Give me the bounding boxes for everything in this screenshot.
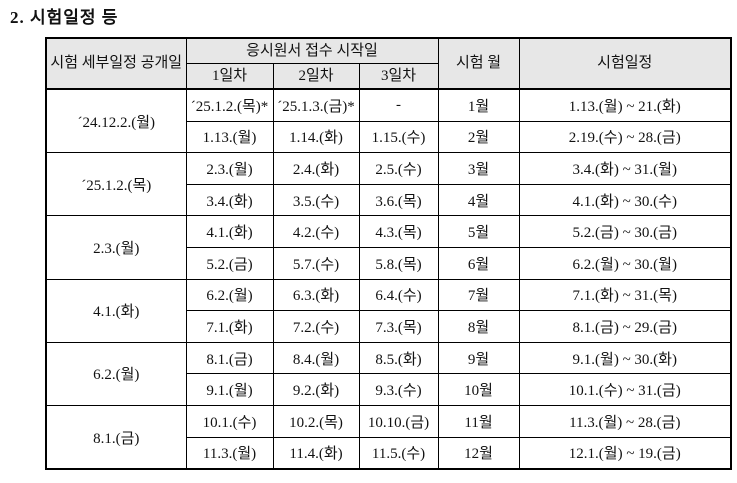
table-row: 3.4.(화) 3.5.(수) 3.6.(목) 4월 4.1.(화) ~ 30.… [46, 183, 732, 217]
header-application-start: 응시원서 접수 시작일 [185, 37, 439, 64]
cell-schedule: 1.13.(월) ~ 21.(화) [518, 88, 732, 122]
table-body: ´24.12.2.(월) ´25.1.2.(목)* ´25.1.3.(금)* -… [45, 88, 732, 470]
header-day1: 1일차 [185, 63, 274, 90]
cell-day2: ´25.1.3.(금)* [272, 88, 360, 122]
cell-day1: 11.3.(월) [185, 436, 274, 470]
cell-schedule: 6.2.(월) ~ 30.(월) [518, 246, 732, 280]
table-row: 11.3.(월) 11.4.(화) 11.5.(수) 12월 12.1.(월) … [46, 436, 732, 470]
table-row: 9.1.(월) 9.2.(화) 9.3.(수) 10월 10.1.(수) ~ 3… [46, 373, 732, 406]
cell-schedule: 9.1.(월) ~ 30.(화) [518, 341, 732, 375]
cell-release-date: 6.2.(월) [45, 341, 187, 406]
cell-day1: 1.13.(월) [185, 120, 274, 154]
table-row: ´24.12.2.(월) ´25.1.2.(목)* ´25.1.3.(금)* -… [45, 88, 732, 154]
header-exam-month: 시험 월 [437, 37, 520, 90]
cell-day1: 7.1.(화) [185, 310, 274, 343]
cell-day2: 1.14.(화) [272, 120, 360, 154]
cell-day1: 2.3.(월) [185, 152, 274, 185]
cell-day1: 8.1.(금) [185, 341, 274, 375]
table-row: ´25.1.2.(목) 2.3.(월) 2.4.(화) 2.5.(수) 3월 3… [45, 152, 732, 217]
cell-day2: 11.4.(화) [272, 436, 360, 470]
cell-day1: ´25.1.2.(목)* [185, 88, 274, 122]
cell-month: 5월 [437, 215, 520, 248]
table-row: 1.13.(월) 1.14.(화) 1.15.(수) 2월 2.19.(수) ~… [46, 120, 732, 154]
cell-month: 1월 [437, 88, 520, 122]
cell-day1: 3.4.(화) [185, 183, 274, 217]
table-row: 4.1.(화) 6.2.(월) 6.3.(화) 6.4.(수) 7월 7.1.(… [45, 278, 732, 343]
table-row: 6.2.(월) 8.1.(금) 8.4.(월) 8.5.(화) 9월 9.1.(… [45, 341, 732, 406]
cell-release-date: 4.1.(화) [45, 278, 187, 343]
cell-day1: 10.1.(수) [185, 404, 274, 438]
cell-month: 12월 [437, 436, 520, 470]
cell-day2: 10.2.(목) [272, 404, 360, 438]
cell-day3: 4.3.(목) [358, 215, 439, 248]
cell-month: 8월 [437, 310, 520, 343]
cell-schedule: 12.1.(월) ~ 19.(금) [518, 436, 732, 470]
cell-month: 7월 [437, 278, 520, 312]
cell-month: 10월 [437, 373, 520, 406]
cell-day3: 6.4.(수) [358, 278, 439, 312]
exam-schedule-table: 시험 세부일정 공개일 응시원서 접수 시작일 시험 월 시험일정 1일차 2일… [45, 37, 733, 471]
cell-month: 3월 [437, 152, 520, 185]
cell-schedule: 11.3.(월) ~ 28.(금) [518, 404, 732, 438]
cell-day3: 3.6.(목) [358, 183, 439, 217]
cell-month: 2월 [437, 120, 520, 154]
cell-day3: 1.15.(수) [358, 120, 439, 154]
cell-release-date: ´24.12.2.(월) [45, 88, 187, 154]
table-row: 2.3.(월) 4.1.(화) 4.2.(수) 4.3.(목) 5월 5.2.(… [45, 215, 732, 280]
cell-month: 6월 [437, 246, 520, 280]
cell-day2: 9.2.(화) [272, 373, 360, 406]
table-row: 7.1.(화) 7.2.(수) 7.3.(목) 8월 8.1.(금) ~ 29.… [46, 310, 732, 343]
cell-schedule: 7.1.(화) ~ 31.(목) [518, 278, 732, 312]
header-row-2: 1일차 2일차 3일차 [46, 63, 731, 90]
cell-month: 9월 [437, 341, 520, 375]
header-day2: 2일차 [272, 63, 360, 90]
cell-schedule: 8.1.(금) ~ 29.(금) [518, 310, 732, 343]
table-row: 5.2.(금) 5.7.(수) 5.8.(목) 6월 6.2.(월) ~ 30.… [46, 246, 732, 280]
header-exam-schedule: 시험일정 [518, 37, 732, 90]
cell-day1: 6.2.(월) [185, 278, 274, 312]
section-title: 2. 시험일정 등 [10, 8, 119, 27]
cell-schedule: 3.4.(화) ~ 31.(월) [518, 152, 732, 185]
cell-release-date: ´25.1.2.(목) [45, 152, 187, 217]
cell-day1: 5.2.(금) [185, 246, 274, 280]
cell-day3: 2.5.(수) [358, 152, 439, 185]
cell-release-date: 2.3.(월) [45, 215, 187, 280]
cell-month: 4월 [437, 183, 520, 217]
cell-schedule: 10.1.(수) ~ 31.(금) [518, 373, 732, 406]
cell-month: 11월 [437, 404, 520, 438]
cell-schedule: 5.2.(금) ~ 30.(금) [518, 215, 732, 248]
table-header: 시험 세부일정 공개일 응시원서 접수 시작일 시험 월 시험일정 1일차 2일… [45, 37, 732, 90]
cell-day1: 9.1.(월) [185, 373, 274, 406]
cell-day2: 2.4.(화) [272, 152, 360, 185]
header-day3: 3일차 [358, 63, 439, 90]
cell-day2: 5.7.(수) [272, 246, 360, 280]
cell-schedule: 4.1.(화) ~ 30.(수) [518, 183, 732, 217]
cell-day3: 11.5.(수) [358, 436, 439, 470]
cell-day3: - [358, 88, 439, 122]
cell-day3: 9.3.(수) [358, 373, 439, 406]
cell-day2: 6.3.(화) [272, 278, 360, 312]
header-release-date: 시험 세부일정 공개일 [45, 37, 187, 90]
cell-schedule: 2.19.(수) ~ 28.(금) [518, 120, 732, 154]
header-row-1: 시험 세부일정 공개일 응시원서 접수 시작일 시험 월 시험일정 [45, 37, 732, 90]
cell-day2: 7.2.(수) [272, 310, 360, 343]
cell-day2: 4.2.(수) [272, 215, 360, 248]
cell-day3: 7.3.(목) [358, 310, 439, 343]
cell-day2: 8.4.(월) [272, 341, 360, 375]
cell-day3: 8.5.(화) [358, 341, 439, 375]
cell-release-date: 8.1.(금) [45, 404, 187, 470]
cell-day1: 4.1.(화) [185, 215, 274, 248]
cell-day3: 10.10.(금) [358, 404, 439, 438]
cell-day2: 3.5.(수) [272, 183, 360, 217]
cell-day3: 5.8.(목) [358, 246, 439, 280]
table-row: 8.1.(금) 10.1.(수) 10.2.(목) 10.10.(금) 11월 … [45, 404, 732, 470]
